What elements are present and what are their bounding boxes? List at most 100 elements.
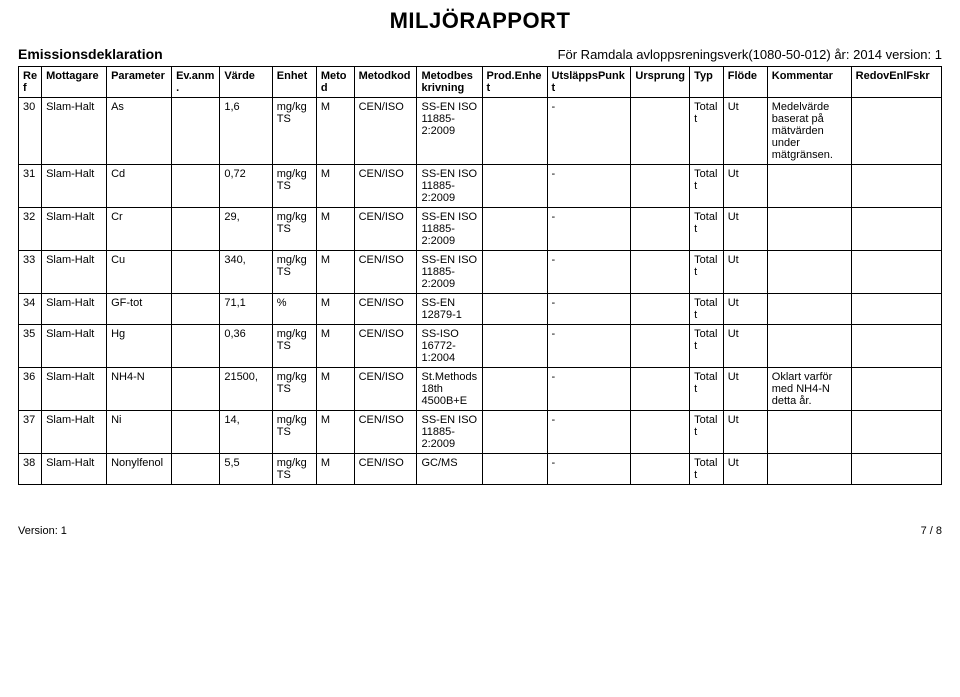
cell-kommentar	[767, 411, 851, 454]
cell-ursprung	[631, 98, 690, 165]
cell-ref: 30	[19, 98, 42, 165]
cell-redov	[851, 98, 941, 165]
cell-prod	[482, 208, 547, 251]
cell-flode: Ut	[723, 98, 767, 165]
cell-parameter: Cr	[107, 208, 172, 251]
col-anm: Ev.anm.	[172, 67, 220, 98]
cell-metodkod: CEN/ISO	[354, 208, 417, 251]
col-metod: Metod	[316, 67, 354, 98]
cell-utslapp: -	[547, 368, 631, 411]
cell-ref: 34	[19, 294, 42, 325]
cell-utslapp: -	[547, 208, 631, 251]
cell-anm	[172, 294, 220, 325]
cell-kommentar	[767, 454, 851, 485]
cell-metodkod: CEN/ISO	[354, 251, 417, 294]
cell-kommentar	[767, 208, 851, 251]
cell-metodkod: CEN/ISO	[354, 165, 417, 208]
col-utslapp: UtsläppsPunkt	[547, 67, 631, 98]
cell-mottagare: Slam-Halt	[42, 165, 107, 208]
cell-flode: Ut	[723, 325, 767, 368]
cell-typ: Totalt	[690, 368, 724, 411]
cell-redov	[851, 208, 941, 251]
col-enhet: Enhet	[272, 67, 316, 98]
cell-mottagare: Slam-Halt	[42, 208, 107, 251]
cell-varde: 340,	[220, 251, 272, 294]
cell-varde: 1,6	[220, 98, 272, 165]
cell-mottagare: Slam-Halt	[42, 251, 107, 294]
cell-typ: Totalt	[690, 251, 724, 294]
cell-enhet: mg/kg TS	[272, 368, 316, 411]
table-row: 37Slam-HaltNi14,mg/kg TSMCEN/ISOSS-EN IS…	[19, 411, 942, 454]
cell-metod: M	[316, 98, 354, 165]
cell-ref: 33	[19, 251, 42, 294]
cell-typ: Totalt	[690, 325, 724, 368]
cell-prod	[482, 294, 547, 325]
cell-typ: Totalt	[690, 294, 724, 325]
col-varde: Värde	[220, 67, 272, 98]
footer-page: 7 / 8	[921, 525, 942, 537]
page: MILJÖRAPPORT Emissionsdeklaration För Ra…	[0, 8, 960, 555]
table-row: 33Slam-HaltCu340,mg/kg TSMCEN/ISOSS-EN I…	[19, 251, 942, 294]
cell-metodkod: CEN/ISO	[354, 454, 417, 485]
cell-metodkod: CEN/ISO	[354, 98, 417, 165]
cell-prod	[482, 325, 547, 368]
cell-redov	[851, 251, 941, 294]
context-text: För Ramdala avloppsreningsverk(1080-50-0…	[558, 47, 942, 62]
cell-redov	[851, 325, 941, 368]
table-row: 32Slam-HaltCr29,mg/kg TSMCEN/ISOSS-EN IS…	[19, 208, 942, 251]
table-row: 38Slam-HaltNonylfenol5,5mg/kg TSMCEN/ISO…	[19, 454, 942, 485]
cell-mottagare: Slam-Halt	[42, 454, 107, 485]
cell-metod: M	[316, 325, 354, 368]
cell-anm	[172, 98, 220, 165]
cell-flode: Ut	[723, 208, 767, 251]
col-typ: Typ	[690, 67, 724, 98]
cell-parameter: Cd	[107, 165, 172, 208]
cell-utslapp: -	[547, 454, 631, 485]
cell-anm	[172, 454, 220, 485]
cell-parameter: Ni	[107, 411, 172, 454]
footer: Version: 1 7 / 8	[18, 525, 942, 537]
cell-mottagare: Slam-Halt	[42, 368, 107, 411]
cell-varde: 0,72	[220, 165, 272, 208]
cell-ref: 31	[19, 165, 42, 208]
cell-utslapp: -	[547, 98, 631, 165]
cell-flode: Ut	[723, 294, 767, 325]
cell-ref: 32	[19, 208, 42, 251]
cell-varde: 21500,	[220, 368, 272, 411]
cell-mottagare: Slam-Halt	[42, 325, 107, 368]
cell-redov	[851, 368, 941, 411]
cell-mottagare: Slam-Halt	[42, 294, 107, 325]
cell-metodkod: CEN/ISO	[354, 325, 417, 368]
cell-redov	[851, 165, 941, 208]
cell-metodbeskr: SS-EN ISO 11885-2:2009	[417, 251, 482, 294]
cell-parameter: Hg	[107, 325, 172, 368]
cell-flode: Ut	[723, 251, 767, 294]
cell-metodbeskr: SS-EN ISO 11885-2:2009	[417, 208, 482, 251]
col-flode: Flöde	[723, 67, 767, 98]
cell-flode: Ut	[723, 368, 767, 411]
cell-ref: 38	[19, 454, 42, 485]
cell-varde: 0,36	[220, 325, 272, 368]
col-metodkod: Metodkod	[354, 67, 417, 98]
cell-metodkod: CEN/ISO	[354, 294, 417, 325]
cell-prod	[482, 411, 547, 454]
cell-prod	[482, 251, 547, 294]
col-ref: Ref	[19, 67, 42, 98]
cell-enhet: mg/kg TS	[272, 208, 316, 251]
cell-kommentar	[767, 294, 851, 325]
cell-metodkod: CEN/ISO	[354, 411, 417, 454]
cell-anm	[172, 411, 220, 454]
col-redov: RedovEnlFskr	[851, 67, 941, 98]
cell-enhet: mg/kg TS	[272, 411, 316, 454]
cell-flode: Ut	[723, 165, 767, 208]
cell-parameter: GF-tot	[107, 294, 172, 325]
cell-metod: M	[316, 208, 354, 251]
cell-enhet: %	[272, 294, 316, 325]
cell-mottagare: Slam-Halt	[42, 411, 107, 454]
cell-metodbeskr: SS-EN 12879-1	[417, 294, 482, 325]
table-header: Ref Mottagare Parameter Ev.anm. Värde En…	[19, 67, 942, 98]
cell-varde: 14,	[220, 411, 272, 454]
cell-metod: M	[316, 165, 354, 208]
cell-varde: 71,1	[220, 294, 272, 325]
cell-prod	[482, 368, 547, 411]
